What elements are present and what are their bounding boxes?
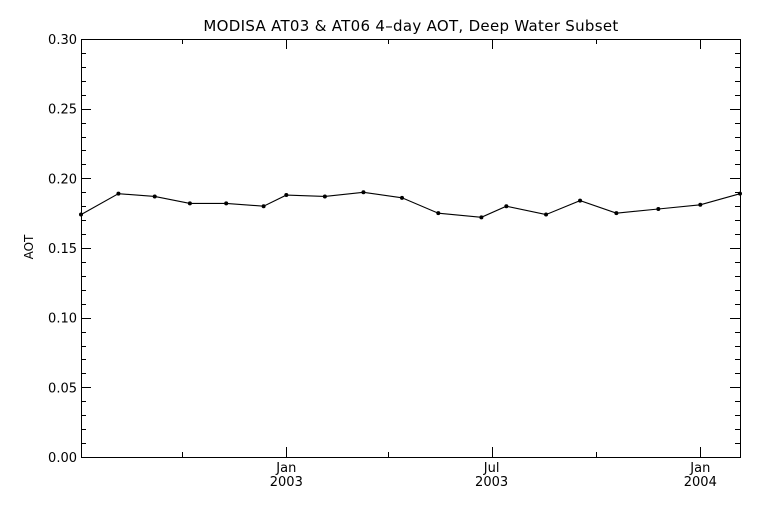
data-point — [224, 201, 229, 206]
y-tick-label: 0.20 — [48, 172, 77, 187]
chart-title: MODISA AT03 & AT06 4–day AOT, Deep Water… — [203, 17, 618, 35]
y-tick-label: 0.05 — [48, 381, 77, 396]
x-tick-label-year: 2003 — [475, 475, 508, 490]
y-axis-label: AOT — [22, 234, 36, 259]
x-tick-label-year: 2003 — [270, 475, 303, 490]
x-tick-label-year: 2004 — [684, 475, 717, 490]
data-point — [261, 204, 266, 209]
data-series — [79, 190, 742, 220]
data-point — [322, 194, 327, 199]
data-point — [361, 190, 366, 195]
data-point — [116, 191, 121, 196]
data-point — [79, 212, 83, 217]
x-tick-label-month: Jan — [689, 461, 710, 476]
y-tick-label: 0.15 — [48, 242, 77, 257]
plot-frame — [81, 39, 741, 458]
y-tick-label: 0.10 — [48, 312, 77, 327]
data-point — [436, 211, 441, 216]
data-point — [544, 212, 549, 217]
data-point — [504, 204, 509, 209]
data-point — [698, 202, 703, 207]
y-tick-label: 0.00 — [48, 451, 77, 466]
series-line — [80, 191, 741, 218]
data-point — [399, 195, 404, 200]
data-point — [738, 191, 742, 196]
data-point — [187, 201, 192, 206]
x-tick-label-month: Jan — [275, 461, 296, 476]
axis-ticks — [81, 39, 740, 458]
data-point — [152, 194, 157, 199]
data-point — [578, 198, 583, 203]
data-point — [656, 206, 661, 211]
data-point — [479, 215, 484, 220]
y-tick-labels: 0.00 0.05 0.10 0.15 0.20 0.25 0.30 — [48, 33, 77, 466]
y-tick-label: 0.25 — [48, 103, 77, 118]
y-tick-label: 0.30 — [48, 33, 77, 48]
data-point — [614, 211, 619, 216]
data-point — [284, 193, 289, 198]
x-tick-label-month: Jul — [483, 461, 500, 476]
